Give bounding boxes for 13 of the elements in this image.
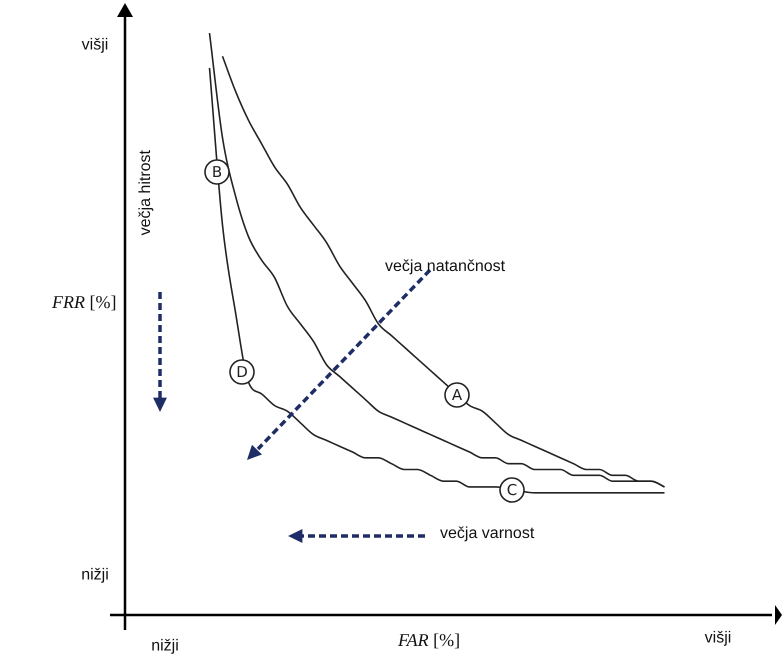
text: nižji [81, 566, 109, 584]
annotation: večja natančnost [385, 258, 506, 276]
annotation: C [506, 480, 518, 499]
text: višji [704, 629, 732, 646]
text: nižji [151, 637, 179, 654]
annotation: A [452, 386, 463, 404]
y-axis-title: FRR [%] [52, 292, 116, 313]
annotation: D [236, 362, 248, 381]
annotation: večja varnost [440, 525, 534, 543]
text: večja hitrost [137, 150, 155, 236]
x-axis-title: FAR [%] [398, 630, 460, 651]
annotation: B [212, 162, 222, 181]
text: višji [82, 36, 108, 54]
